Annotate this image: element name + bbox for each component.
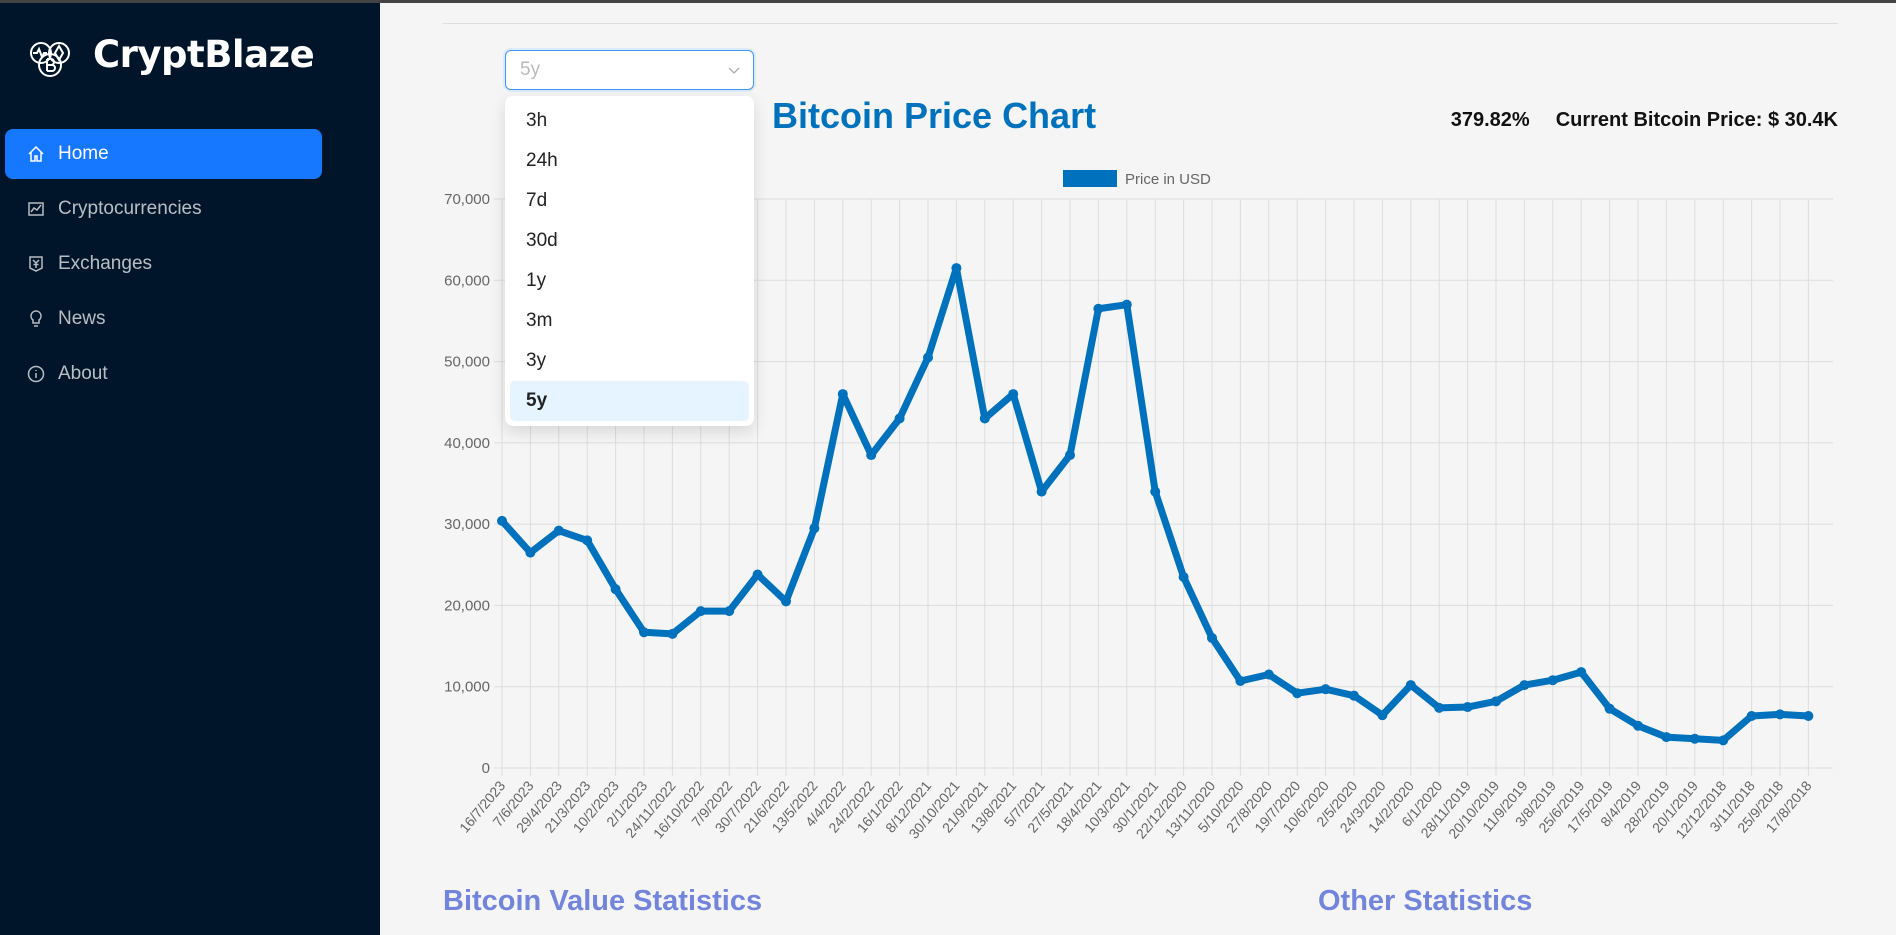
page-title: Bitcoin Price Chart [772,95,1097,136]
current-price: Current Bitcoin Price: $ 30.4K [1555,109,1838,131]
data-point [1150,486,1161,497]
data-point [1746,710,1757,721]
brand-name: CryptBlaze [93,33,315,76]
data-point [1576,667,1587,678]
period-dropdown: 3h 24h 7d 30d 1y 3m 3y 5y [505,96,754,426]
sidebar-item-about[interactable]: About [5,349,322,399]
data-point [1263,669,1274,680]
data-point [837,389,848,400]
data-point [1377,710,1388,721]
sidebar-item-cryptocurrencies[interactable]: Cryptocurrencies [5,184,322,234]
legend-label: Price in USD [1125,171,1211,188]
chevron-down-icon [728,67,740,74]
data-point [610,584,621,595]
data-point [1065,450,1075,461]
period-option-3h[interactable]: 3h [526,110,548,131]
period-option-1y[interactable]: 1y [526,270,547,291]
sidebar-item-exchanges[interactable]: Exchanges [5,239,322,289]
data-point [525,547,536,558]
data-point [1633,720,1643,731]
data-point [1491,696,1501,707]
y-tick-label: 20,000 [444,597,490,614]
data-point [724,606,735,617]
data-point [752,569,763,580]
period-option-24h[interactable]: 24h [526,150,558,171]
sidebar-item-label: Home [58,143,109,164]
data-point [1604,703,1615,714]
data-point [1462,702,1473,713]
y-tick-label: 0 [482,760,490,777]
sidebar-item-label: News [58,308,106,329]
data-point [1519,680,1530,691]
y-tick-label: 50,000 [444,354,490,371]
sidebar-item-label: Exchanges [58,253,153,274]
sidebar: CryptBlaze Home Cryptocurrencies Exchang… [0,3,380,935]
period-option-30d[interactable]: 30d [526,230,558,251]
sidebar-item-home[interactable]: Home [5,129,322,179]
data-point [1121,299,1132,310]
data-point [553,525,564,536]
bulb-icon [30,310,42,327]
data-point [582,535,593,546]
data-point [1405,680,1416,691]
period-option-5y[interactable]: 5y [510,381,749,421]
data-point [497,515,507,526]
data-point [695,606,706,617]
y-tick-label: 10,000 [444,679,490,696]
section-heading-other-statistics: Other Statistics [1318,885,1533,917]
data-point [866,450,877,461]
period-select[interactable]: 5y [505,50,754,90]
y-tick-label: 60,000 [444,272,490,289]
money-collect-icon [29,256,43,272]
data-point [1349,690,1359,701]
data-point [1036,486,1047,497]
data-point [923,352,933,363]
legend-swatch [1063,170,1117,187]
data-point [1803,710,1814,721]
data-point [1178,571,1189,582]
data-point [894,413,905,424]
y-tick-label: 30,000 [444,516,490,533]
data-point [1093,303,1104,314]
period-select-value: 5y [520,59,541,80]
data-point [1689,733,1700,744]
main-content: Bitcoin Price Chart 379.82% Current Bitc… [380,3,1896,932]
data-point [1547,675,1558,686]
data-point [809,523,820,534]
section-heading-value-statistics: Bitcoin Value Statistics [443,885,763,917]
data-point [979,413,990,424]
data-point [1235,676,1246,687]
logo-icon [30,42,70,77]
price-stats: 379.82% Current Bitcoin Price: $ 30.4K [1451,109,1838,132]
y-tick-label: 70,000 [444,191,490,208]
stock-chart-icon [28,202,44,216]
period-option-3m[interactable]: 3m [526,310,553,331]
price-change: 379.82% [1450,109,1530,131]
data-point [1775,709,1785,720]
sidebar-item-news[interactable]: News [5,294,322,344]
data-point [1292,688,1303,699]
data-point [1207,632,1217,643]
home-icon [28,145,44,162]
data-point [951,263,962,274]
sidebar-item-label: About [58,363,108,384]
data-point [1008,389,1019,400]
info-circle-icon [27,365,45,383]
data-point [1434,702,1445,713]
data-point [781,596,791,607]
sidebar-item-label: Cryptocurrencies [58,198,202,219]
data-point [1718,735,1729,746]
data-point [1661,732,1672,743]
period-option-7d[interactable]: 7d [526,190,548,211]
data-point [1320,684,1331,695]
data-point [639,627,649,638]
data-point [667,628,678,639]
y-tick-label: 40,000 [444,435,490,452]
price-chart: 0 10,000 20,000 30,000 40,000 50,000 60,000 70,… [444,170,1833,842]
period-option-3y[interactable]: 3y [526,350,547,371]
divider [443,23,1838,24]
